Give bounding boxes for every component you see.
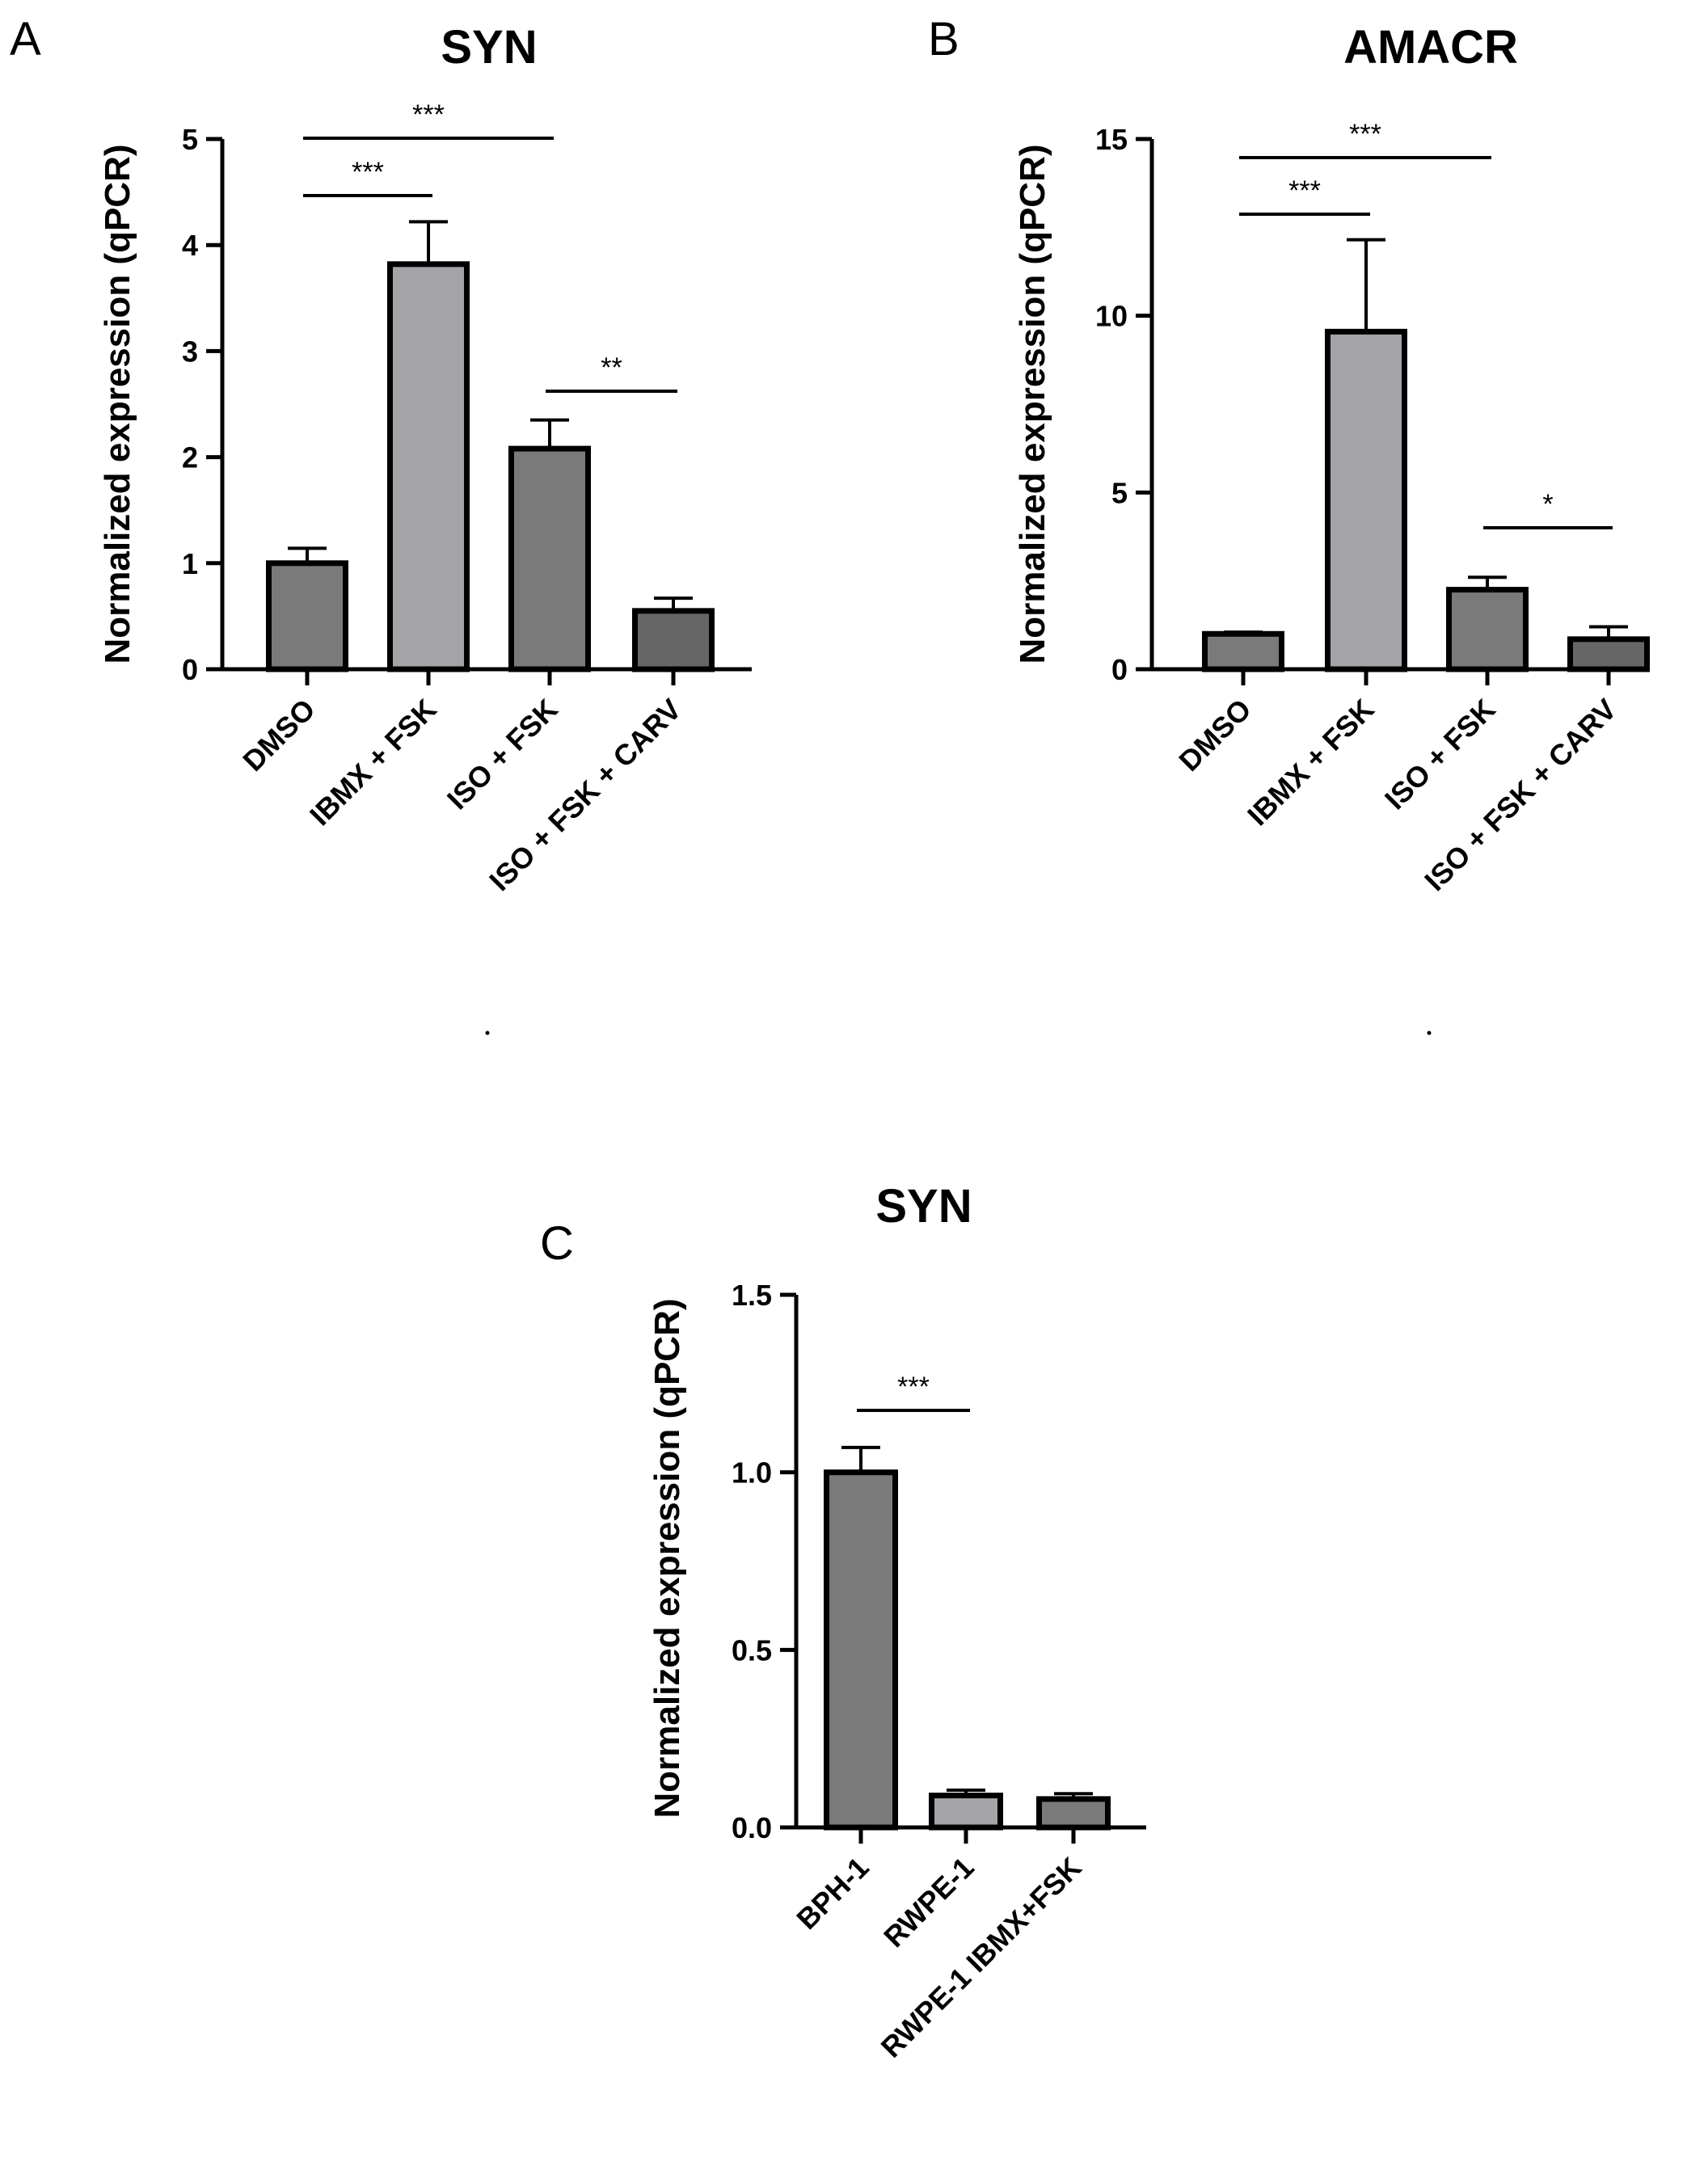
y-axis-label: Normalized expression (qPCR): [1013, 144, 1052, 664]
y-axis-label: Normalized expression (qPCR): [647, 1298, 687, 1818]
category-label: BPH-1: [790, 1851, 875, 1936]
significance-label: *: [1542, 489, 1553, 520]
significance-label: ***: [352, 157, 384, 188]
y-tick-label: 0: [182, 653, 198, 686]
panel-a: A SYN Normalized expression (qPCR) 0 1 2 3 4 5 DM…: [10, 13, 752, 1035]
y-tick-label: 1.5: [732, 1279, 772, 1312]
y-tick-label: 5: [1111, 476, 1128, 509]
category-label: RWPE-1: [877, 1851, 981, 1954]
bar: [929, 1792, 1003, 1831]
significance-label: ***: [1349, 119, 1381, 150]
bar: [266, 560, 348, 672]
y-tick-label: 0: [1111, 653, 1128, 686]
bar: [824, 1469, 898, 1831]
y-tick-label: 3: [182, 335, 198, 368]
y-tick-label: 1.0: [732, 1456, 772, 1490]
significance-label: ***: [1288, 175, 1321, 206]
y-tick-label: 15: [1095, 123, 1128, 156]
significance-label: ***: [412, 99, 445, 130]
y-tick-label: 10: [1095, 300, 1128, 333]
bar: [1446, 587, 1529, 672]
y-axis-label: Normalized expression (qPCR): [98, 144, 137, 664]
y-tick-label: 4: [182, 229, 198, 262]
bar: [1567, 636, 1650, 672]
bar: [632, 608, 715, 672]
panel-letter: C: [540, 1217, 574, 1270]
y-tick-label: 0.5: [732, 1633, 772, 1667]
panel-c: C SYN Normalized expression (qPCR) 0.0 0.5 1.…: [540, 1180, 1146, 2064]
significance-label: **: [601, 352, 622, 383]
stray-dot: [485, 1031, 490, 1035]
significance-label: ***: [897, 1372, 930, 1402]
bar: [1036, 1796, 1111, 1831]
bar: [387, 261, 470, 672]
chart-title: SYN: [875, 1180, 972, 1233]
chart-title: AMACR: [1343, 21, 1518, 74]
category-label: DMSO: [1172, 693, 1257, 778]
y-tick-label: 5: [182, 123, 198, 156]
chart-title: SYN: [441, 21, 537, 74]
category-label: IBMX + FSK: [303, 693, 443, 832]
category-label: DMSO: [236, 693, 321, 778]
y-tick-label: 1: [182, 547, 198, 580]
y-tick-label: 2: [182, 441, 198, 474]
category-label: IBMX + FSK: [1241, 693, 1381, 832]
stray-dot: [1427, 1031, 1432, 1035]
category-label: RWPE-1 IBMX+FSK: [875, 1851, 1088, 2064]
bar: [1325, 328, 1407, 672]
category-label: ISO + FSK: [1378, 693, 1502, 816]
bar: [1202, 630, 1284, 672]
panel-letter: B: [928, 13, 959, 65]
panel-letter: A: [10, 13, 41, 65]
panel-b: B AMACR Normalized expression (qPCR) 0 5 10 15…: [928, 13, 1650, 1035]
category-label: ISO + FSK: [441, 693, 564, 816]
bar: [508, 445, 591, 672]
y-tick-label: 0.0: [732, 1811, 772, 1844]
